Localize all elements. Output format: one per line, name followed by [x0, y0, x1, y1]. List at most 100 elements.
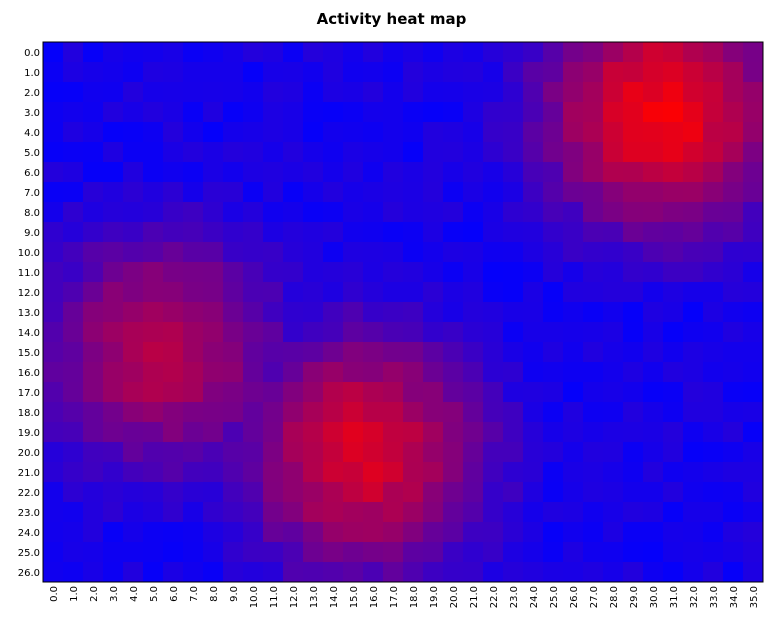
heatmap-cell — [183, 302, 203, 322]
heatmap-cell — [403, 282, 423, 302]
heatmap-cell — [223, 142, 243, 162]
heatmap-cell — [263, 442, 283, 462]
heatmap-cell — [123, 462, 143, 482]
heatmap-cell — [383, 142, 403, 162]
heatmap-cell — [243, 342, 263, 362]
y-tick-label: 0.0 — [24, 48, 40, 59]
heatmap-cell — [543, 322, 563, 342]
heatmap-cell — [303, 302, 323, 322]
heatmap-cell — [283, 522, 303, 542]
heatmap-cell — [563, 402, 583, 422]
heatmap-cell — [63, 322, 83, 342]
heatmap-cell — [623, 302, 643, 322]
heatmap-cell — [223, 502, 243, 522]
y-tick-label: 13.0 — [18, 308, 40, 319]
heatmap-cell — [203, 402, 223, 422]
heatmap-cell — [743, 202, 763, 222]
heatmap-cell — [303, 482, 323, 502]
heatmap-cell — [83, 402, 103, 422]
heatmap-cell — [583, 242, 603, 262]
heatmap-cell — [183, 422, 203, 442]
heatmap-cell — [723, 422, 743, 442]
heatmap-cell — [623, 402, 643, 422]
heatmap-cell — [323, 62, 343, 82]
heatmap-cell — [663, 62, 683, 82]
heatmap-cell — [223, 322, 243, 342]
heatmap-cell — [383, 562, 403, 582]
heatmap-cell — [703, 282, 723, 302]
heatmap-cell — [283, 82, 303, 102]
heatmap-cell — [503, 522, 523, 542]
heatmap-cell — [363, 362, 383, 382]
heatmap-cell — [43, 102, 63, 122]
heatmap-cell — [683, 382, 703, 402]
heatmap-cell — [583, 62, 603, 82]
heatmap-cell — [123, 562, 143, 582]
heatmap-cell — [423, 102, 443, 122]
heatmap-cell — [63, 382, 83, 402]
heatmap-cell — [63, 542, 83, 562]
heatmap-cell — [623, 282, 643, 302]
heatmap-cell — [723, 142, 743, 162]
heatmap-cell — [423, 462, 443, 482]
heatmap-cell — [83, 562, 103, 582]
heatmap-cell — [543, 142, 563, 162]
heatmap-cell — [663, 182, 683, 202]
heatmap-cell — [243, 142, 263, 162]
heatmap-cell — [203, 482, 223, 502]
x-tick-label: 12.0 — [289, 586, 300, 608]
heatmap-cell — [143, 62, 163, 82]
heatmap-cell — [583, 522, 603, 542]
heatmap-cell — [383, 302, 403, 322]
heatmap-cell — [163, 462, 183, 482]
heatmap-cell — [283, 122, 303, 142]
heatmap-cell — [123, 382, 143, 402]
y-tick-label: 19.0 — [18, 428, 40, 439]
heatmap-cell — [83, 142, 103, 162]
heatmap-cell — [303, 422, 323, 442]
heatmap-cell — [443, 402, 463, 422]
heatmap-cell — [443, 102, 463, 122]
y-tick-label: 3.0 — [24, 108, 40, 119]
heatmap-cell — [643, 562, 663, 582]
heatmap-cell — [243, 442, 263, 462]
heatmap-cell — [203, 222, 223, 242]
heatmap-cell — [403, 482, 423, 502]
heatmap-cell — [583, 102, 603, 122]
heatmap-cell — [603, 502, 623, 522]
heatmap-cell — [103, 322, 123, 342]
heatmap-cell — [603, 182, 623, 202]
heatmap-cell — [163, 282, 183, 302]
heatmap-cell — [643, 242, 663, 262]
heatmap-cell — [343, 542, 363, 562]
heatmap-cell — [303, 62, 323, 82]
heatmap-cell — [223, 82, 243, 102]
heatmap-cell — [503, 42, 523, 62]
heatmap-cell — [683, 262, 703, 282]
heatmap-cell — [543, 502, 563, 522]
heatmap-cell — [423, 42, 443, 62]
heatmap-cell — [583, 162, 603, 182]
heatmap-cell — [463, 202, 483, 222]
heatmap-cell — [663, 222, 683, 242]
heatmap-cell — [383, 262, 403, 282]
heatmap-cell — [623, 162, 643, 182]
y-tick-label: 17.0 — [18, 388, 40, 399]
heatmap-cell — [323, 482, 343, 502]
heatmap-cell — [123, 42, 143, 62]
heatmap-cell — [643, 142, 663, 162]
heatmap-cell — [143, 322, 163, 342]
heatmap-cell — [523, 162, 543, 182]
heatmap-cell — [263, 402, 283, 422]
heatmap-cell — [63, 442, 83, 462]
heatmap-cell — [183, 242, 203, 262]
heatmap-cell — [423, 522, 443, 542]
heatmap-cell — [443, 302, 463, 322]
heatmap-cell — [343, 42, 363, 62]
heatmap-cell — [483, 142, 503, 162]
heatmap-cell — [243, 82, 263, 102]
heatmap-cell — [643, 422, 663, 442]
heatmap-cell — [123, 202, 143, 222]
heatmap-cell — [263, 502, 283, 522]
heatmap-cell — [343, 282, 363, 302]
